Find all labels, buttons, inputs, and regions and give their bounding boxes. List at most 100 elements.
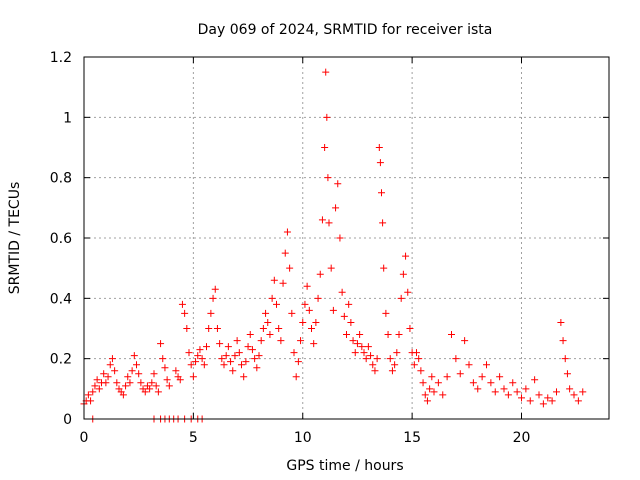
data-point xyxy=(332,204,340,212)
y-tick-label: 0.6 xyxy=(50,231,72,247)
data-point xyxy=(259,325,267,332)
data-point xyxy=(255,352,263,360)
data-point xyxy=(126,379,134,387)
data-point xyxy=(308,325,315,332)
data-point xyxy=(382,309,390,317)
data-point xyxy=(233,337,241,345)
data-point xyxy=(165,382,173,390)
data-point xyxy=(461,337,469,345)
data-point xyxy=(369,361,377,369)
data-point xyxy=(286,264,294,272)
data-point xyxy=(297,337,305,345)
data-point xyxy=(404,288,412,296)
data-point xyxy=(553,388,560,396)
data-point xyxy=(526,397,534,405)
data-point xyxy=(504,391,512,399)
data-point xyxy=(417,367,425,375)
data-point xyxy=(364,343,372,351)
data-point xyxy=(399,270,407,278)
data-point xyxy=(181,309,189,317)
data-point xyxy=(146,385,154,393)
data-point xyxy=(324,174,332,182)
data-point xyxy=(371,367,379,375)
data-point xyxy=(557,318,565,326)
data-point xyxy=(148,379,156,387)
data-point xyxy=(290,349,298,357)
data-point xyxy=(196,346,204,354)
data-point xyxy=(292,373,300,381)
data-point xyxy=(548,397,556,405)
data-point xyxy=(522,385,530,393)
data-point xyxy=(161,364,169,372)
data-point xyxy=(248,346,256,354)
data-point xyxy=(378,189,385,197)
data-point xyxy=(574,397,582,405)
data-point xyxy=(487,379,495,387)
data-point xyxy=(380,264,388,272)
data-point xyxy=(413,349,420,357)
y-axis-label: SRMTID / TECUs xyxy=(7,182,23,295)
data-point xyxy=(163,376,171,384)
data-point xyxy=(277,337,285,345)
data-point xyxy=(388,367,396,375)
y-tick-label: 1.2 xyxy=(50,50,72,66)
data-point xyxy=(452,355,460,363)
data-point xyxy=(91,382,99,390)
data-point xyxy=(251,355,259,363)
data-point xyxy=(187,361,195,369)
data-point xyxy=(135,370,143,378)
data-point xyxy=(294,358,302,366)
data-point xyxy=(559,337,567,345)
data-point xyxy=(426,385,434,393)
data-point xyxy=(367,352,375,360)
x-tick-label: 20 xyxy=(513,430,531,446)
y-tick-label: 0 xyxy=(63,412,72,428)
data-point xyxy=(124,373,132,381)
data-point xyxy=(465,361,473,369)
data-point xyxy=(279,279,287,287)
data-point xyxy=(275,325,283,332)
data-point xyxy=(192,358,200,366)
data-point xyxy=(141,388,149,396)
data-point xyxy=(376,159,384,167)
data-point xyxy=(518,394,525,402)
data-point xyxy=(360,349,368,357)
grid-layer xyxy=(84,57,609,419)
data-point xyxy=(209,294,217,302)
data-point xyxy=(428,373,436,381)
data-point xyxy=(257,337,265,345)
data-point xyxy=(108,355,116,363)
data-point xyxy=(345,300,353,308)
data-point xyxy=(312,318,320,326)
data-point xyxy=(216,340,224,348)
y-tick-label: 0.2 xyxy=(50,352,72,368)
data-point xyxy=(579,388,587,396)
data-point xyxy=(150,370,158,378)
data-point xyxy=(273,300,280,308)
data-point xyxy=(496,373,504,381)
data-point xyxy=(240,373,248,381)
data-point xyxy=(343,331,350,339)
data-point xyxy=(87,397,95,405)
data-point xyxy=(93,376,101,384)
data-point xyxy=(351,349,359,357)
data-point xyxy=(434,379,442,387)
data-point xyxy=(406,325,414,332)
data-point xyxy=(474,385,482,393)
data-point xyxy=(198,355,206,363)
data-point xyxy=(349,337,357,345)
data-point xyxy=(570,391,578,399)
data-point xyxy=(222,352,230,360)
data-point xyxy=(439,391,447,399)
data-point xyxy=(544,394,552,402)
data-point xyxy=(242,358,250,366)
x-axis-label: GPS time / hours xyxy=(286,458,403,474)
data-point xyxy=(288,309,296,317)
data-point xyxy=(178,300,186,308)
data-point xyxy=(113,379,121,387)
data-point xyxy=(137,379,145,387)
data-point xyxy=(95,385,103,393)
data-point xyxy=(419,379,427,387)
data-point xyxy=(322,68,330,76)
